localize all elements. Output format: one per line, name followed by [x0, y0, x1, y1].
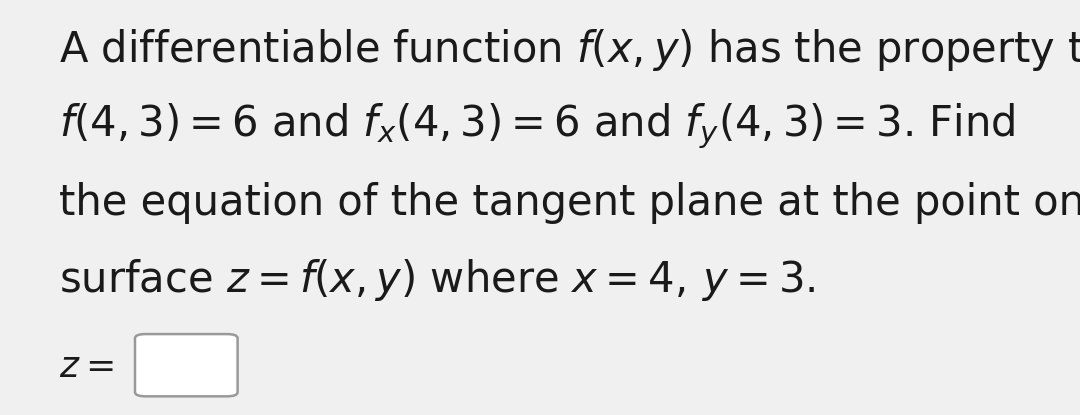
Text: $z =$: $z =$ [59, 350, 114, 384]
Text: the equation of the tangent plane at the point on the: the equation of the tangent plane at the… [59, 182, 1080, 225]
Text: A differentiable function $f(x, y)$ has the property that: A differentiable function $f(x, y)$ has … [59, 27, 1080, 73]
Text: surface $z = f(x, y)$ where $x = 4,\, y = 3$.: surface $z = f(x, y)$ where $x = 4,\, y … [59, 257, 815, 303]
FancyBboxPatch shape [135, 334, 238, 396]
Text: $f(4, 3) = 6$ and $f_x(4, 3) = 6$ and $f_y(4, 3) = 3$. Find: $f(4, 3) = 6$ and $f_x(4, 3) = 6$ and $f… [59, 102, 1016, 151]
